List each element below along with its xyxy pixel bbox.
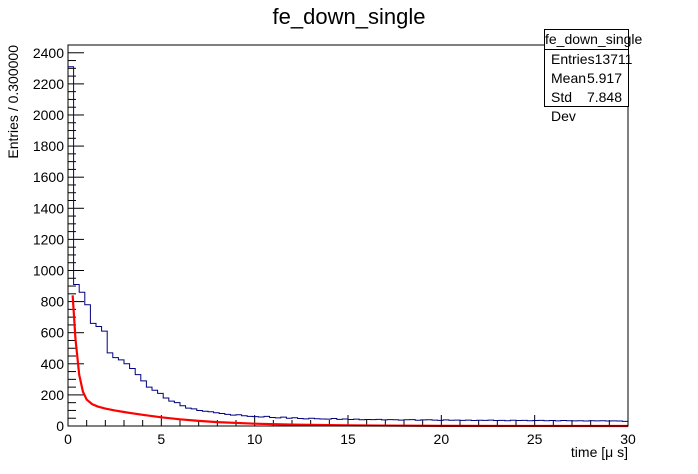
y-axis-title: Entries / 0.300000 — [5, 45, 21, 159]
stats-box-title: fe_down_single — [545, 30, 642, 50]
y-tick-label: 1200 — [33, 231, 64, 247]
y-tick-label: 2200 — [33, 76, 64, 92]
stats-label: Std Dev — [551, 89, 576, 124]
y-tick-label: 200 — [41, 387, 65, 403]
x-axis-title: time [μ s] — [571, 444, 628, 460]
stats-row-mean: Mean 5.917 — [545, 69, 628, 88]
x-tick-label: 0 — [64, 431, 72, 447]
stats-row-stddev: Std Dev 7.848 — [545, 88, 628, 124]
y-tick-label: 400 — [41, 356, 65, 372]
stats-value: 5.917 — [586, 70, 622, 86]
y-tick-label: 1000 — [33, 262, 64, 278]
y-tick-label: 2400 — [33, 45, 64, 61]
x-tick-label: 25 — [527, 431, 543, 447]
fit-curve-series — [71, 295, 629, 428]
stats-label: Entries — [551, 51, 595, 67]
x-tick-label: 10 — [247, 431, 263, 447]
histogram-series — [67, 66, 629, 426]
y-tick-label: 1600 — [33, 169, 64, 185]
plot-frame — [67, 44, 629, 427]
stats-row-entries: Entries 13711 — [545, 50, 632, 69]
y-tick-label: 2000 — [33, 107, 64, 123]
y-tick-label: 600 — [41, 325, 65, 341]
chart-title: fe_down_single — [273, 4, 426, 29]
y-tick-label: 0 — [56, 418, 64, 434]
y-tick-label: 1800 — [33, 138, 64, 154]
x-tick-label: 30 — [620, 431, 636, 447]
stats-box: fe_down_single Entries 13711 Mean 5.917 … — [544, 29, 642, 124]
stats-value: 13711 — [594, 51, 633, 67]
y-tick-label: 800 — [41, 294, 65, 310]
stats-value: 7.848 — [586, 89, 622, 105]
histogram-line — [67, 66, 629, 426]
y-tick-label: 1400 — [33, 200, 64, 216]
x-tick-label: 15 — [340, 431, 356, 447]
stats-label: Mean — [551, 70, 587, 86]
x-tick-label: 5 — [157, 431, 165, 447]
axis-ticks: 0 5 10 15 20 25 30 0 200 400 600 800 1000 1200 1400 160… — [33, 44, 636, 447]
fit-curve-line — [71, 295, 629, 428]
x-tick-label: 20 — [434, 431, 450, 447]
